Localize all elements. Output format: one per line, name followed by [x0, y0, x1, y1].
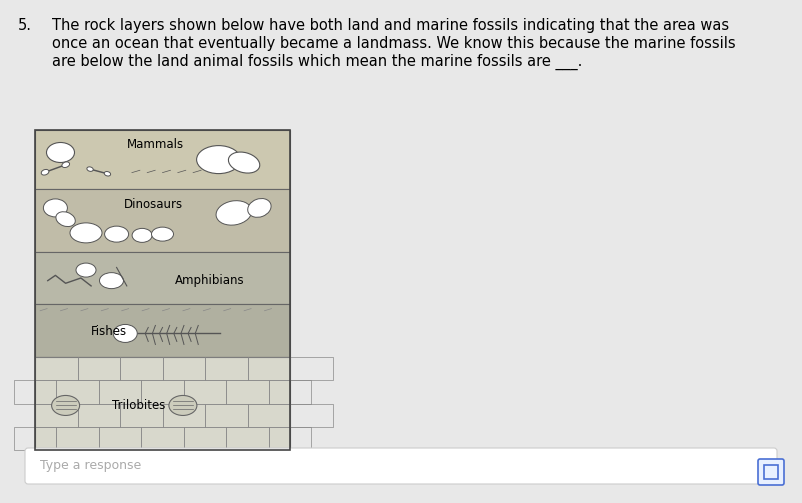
Bar	[35, 189, 290, 252]
Bar	[248, 403, 290, 427]
Bar	[269, 380, 311, 403]
Bar	[99, 427, 141, 450]
Ellipse shape	[43, 199, 67, 217]
Ellipse shape	[47, 142, 75, 162]
Text: Fishes: Fishes	[91, 325, 128, 339]
Bar	[764, 465, 778, 479]
Bar	[269, 427, 311, 450]
Ellipse shape	[248, 199, 271, 217]
Text: The rock layers shown below have both land and marine fossils indicating that th: The rock layers shown below have both la…	[52, 18, 729, 33]
Ellipse shape	[104, 226, 128, 242]
Bar	[35, 357, 78, 380]
Bar	[14, 427, 56, 450]
Bar	[78, 403, 120, 427]
Ellipse shape	[62, 162, 70, 167]
Ellipse shape	[99, 273, 124, 289]
Bar	[78, 357, 120, 380]
Bar	[141, 427, 184, 450]
Bar	[205, 357, 248, 380]
Ellipse shape	[76, 263, 96, 277]
Text: once an ocean that eventually became a landmass. We know this because the marine: once an ocean that eventually became a l…	[52, 36, 735, 51]
Bar	[184, 427, 226, 450]
Bar	[35, 130, 290, 189]
FancyBboxPatch shape	[758, 459, 784, 485]
Bar	[290, 403, 333, 427]
Bar	[141, 380, 184, 403]
Text: Trilobites: Trilobites	[111, 399, 165, 412]
Bar	[35, 403, 78, 427]
Bar	[56, 427, 99, 450]
Ellipse shape	[229, 152, 260, 173]
Ellipse shape	[51, 395, 79, 415]
Text: are below the land animal fossils which mean the marine fossils are ___.: are below the land animal fossils which …	[52, 54, 582, 70]
Bar	[56, 380, 99, 403]
Bar	[99, 380, 141, 403]
Ellipse shape	[196, 145, 241, 174]
Text: Mammals: Mammals	[127, 138, 184, 151]
Bar	[226, 380, 269, 403]
Text: Dinosaurs: Dinosaurs	[124, 198, 184, 211]
Ellipse shape	[70, 223, 102, 243]
Ellipse shape	[41, 170, 49, 175]
Bar	[163, 403, 205, 427]
Bar	[226, 427, 269, 450]
Bar	[163, 357, 205, 380]
Bar	[120, 403, 163, 427]
Ellipse shape	[56, 212, 75, 226]
Text: Amphibians: Amphibians	[176, 274, 245, 287]
Bar	[120, 357, 163, 380]
Bar	[205, 403, 248, 427]
Ellipse shape	[104, 172, 111, 176]
Bar	[14, 380, 56, 403]
Ellipse shape	[216, 201, 252, 225]
Bar	[35, 252, 290, 304]
Bar	[35, 130, 290, 450]
Text: 5.: 5.	[18, 18, 32, 33]
Bar	[184, 380, 226, 403]
Bar	[35, 304, 290, 357]
Ellipse shape	[169, 395, 197, 415]
Ellipse shape	[87, 167, 93, 172]
Ellipse shape	[152, 227, 173, 241]
Text: Type a response: Type a response	[40, 460, 141, 472]
Ellipse shape	[113, 324, 137, 343]
Bar	[290, 357, 333, 380]
Bar	[35, 357, 290, 450]
FancyBboxPatch shape	[25, 448, 777, 484]
Ellipse shape	[132, 228, 152, 242]
Bar	[248, 357, 290, 380]
